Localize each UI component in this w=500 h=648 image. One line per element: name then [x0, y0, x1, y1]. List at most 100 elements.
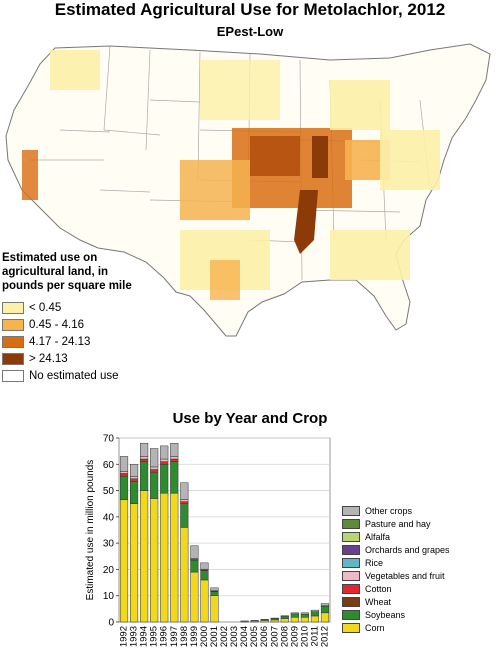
- bar-segment-other-crops: [130, 464, 139, 477]
- y-tick-label: 30: [103, 539, 115, 550]
- bar-segment-vegetables-and-fruit: [119, 471, 129, 474]
- crop-legend-swatch: [342, 583, 360, 594]
- region-southeast: [330, 230, 410, 280]
- y-tick-label: 10: [103, 591, 115, 602]
- x-tick-label: 2004: [239, 626, 250, 647]
- map-legend-title-line: Estimated use on: [2, 252, 98, 264]
- x-tick-label: 1999: [189, 626, 200, 647]
- map-legend-item: > 24.13: [2, 350, 152, 367]
- bar-segment-other-crops: [280, 615, 289, 617]
- bar-segment-soybeans: [290, 613, 299, 618]
- bar-segment-corn: [140, 490, 149, 623]
- main-subtitle: EPest-Low: [216, 24, 284, 39]
- bar-segment-soybeans: [300, 613, 309, 618]
- bar-segment-soybeans: [210, 591, 219, 596]
- x-tick-label: 1993: [129, 626, 140, 647]
- bar-segment-soybeans: [180, 503, 189, 528]
- bar-segment-other-crops: [210, 587, 219, 591]
- crop-legend-label: Alfalfa: [365, 531, 391, 542]
- region-illinois-peak: [312, 136, 328, 178]
- crop-legend-label: Pasture and hay: [365, 518, 431, 529]
- crop-legend-swatch: [342, 622, 360, 633]
- crop-legend-item: Corn: [342, 621, 497, 634]
- bar-segment-vegetables-and-fruit: [160, 458, 169, 462]
- bar-segment-soybeans: [130, 481, 139, 504]
- crop-legend-swatch: [342, 557, 360, 568]
- bar-segment-other-crops: [160, 445, 169, 460]
- bar-segment-corn: [270, 619, 279, 623]
- x-tick-label: 1998: [179, 626, 190, 647]
- bar-segment-other-crops: [140, 443, 149, 457]
- region-high-use-iowa: [250, 136, 300, 176]
- crop-legend-item: Other crops: [342, 504, 497, 517]
- bar-segment-soybeans: [250, 620, 259, 622]
- x-tick-label: 1992: [119, 626, 130, 647]
- map-legend-title-line: agricultural land, in: [2, 266, 109, 278]
- bar-segment-vegetables-and-fruit: [150, 466, 159, 470]
- x-tick-label: 1995: [149, 626, 160, 647]
- legend-swatch: [2, 369, 24, 382]
- y-tick-label: 50: [103, 486, 115, 497]
- x-tick-label: 2011: [309, 626, 320, 646]
- crop-legend-swatch: [342, 544, 360, 555]
- legend-label: 4.17 - 24.13: [29, 335, 91, 348]
- chart-bars: [119, 443, 330, 623]
- x-tick-label: 1994: [139, 626, 150, 647]
- x-tick-label: 2005: [249, 626, 260, 647]
- bar-segment-vegetables-and-fruit: [140, 456, 149, 460]
- region-northwest: [50, 50, 100, 90]
- crop-legend-item: Pasture and hay: [342, 517, 497, 530]
- bar-segment-other-crops: [180, 482, 189, 500]
- crop-legend-label: Corn: [365, 622, 385, 633]
- bar-segment-corn: [170, 492, 179, 623]
- bar-segment-cotton: [140, 458, 149, 462]
- bar-segment-corn: [290, 617, 299, 623]
- region-great-lakes: [330, 80, 390, 130]
- crop-legend-label: Soybeans: [365, 609, 406, 620]
- bar-segment-cotton: [170, 458, 179, 462]
- map-legend-items: < 0.45 0.45 - 4.16 4.17 - 24.13 > 24.13 …: [2, 299, 152, 384]
- crop-legend-label: Other crops: [365, 505, 413, 516]
- bar-segment-soybeans: [119, 475, 129, 501]
- legend-swatch: [2, 301, 24, 314]
- bar-segment-soybeans: [200, 570, 209, 581]
- crop-legend-label: Rice: [365, 557, 384, 568]
- bar-segment-other-crops: [290, 612, 299, 615]
- bar-segment-other-crops: [310, 609, 319, 612]
- bar-segment-cotton: [180, 501, 189, 504]
- bar-segment-soybeans: [140, 461, 149, 491]
- y-tick-label: 0: [108, 618, 114, 629]
- crop-legend-swatch: [342, 570, 360, 581]
- x-tick-label: 2008: [279, 626, 290, 647]
- legend-swatch: [2, 352, 24, 365]
- legend-label: > 24.13: [29, 352, 68, 365]
- region-mississippi-delta: [294, 190, 318, 254]
- y-tick-label: 70: [103, 434, 115, 445]
- crop-legend-item: Vegetables and fruit: [342, 569, 497, 582]
- region-california: [22, 150, 38, 200]
- bar-segment-other-crops: [119, 456, 129, 472]
- bar-segment-corn: [280, 618, 289, 623]
- x-tick-label: 2003: [229, 626, 240, 647]
- x-tick-label: 2000: [199, 626, 210, 647]
- crop-legend-label: Vegetables and fruit: [365, 570, 445, 581]
- legend-swatch: [2, 335, 24, 348]
- bar-segment-corn: [119, 499, 129, 623]
- bar-segment-soybeans: [170, 461, 179, 494]
- map-legend-item: No estimated use: [2, 367, 152, 384]
- y-tick-label: 20: [103, 565, 115, 576]
- crop-legend-label: Cotton: [365, 583, 392, 594]
- bar-segment-cotton: [119, 473, 129, 477]
- bar-segment-soybeans: [280, 615, 289, 619]
- crop-legend-swatch: [342, 596, 360, 607]
- legend-label: 0.45 - 4.16: [29, 318, 84, 331]
- use-regions: [22, 50, 440, 300]
- bar-segment-corn: [300, 617, 309, 623]
- crop-legend: Other crops Pasture and hay Alfalfa Orchard…: [342, 504, 497, 634]
- bar-segment-vegetables-and-fruit: [170, 456, 179, 460]
- bar-segment-vegetables-and-fruit: [130, 476, 139, 479]
- main-title: Estimated Agricultural Use for Metolachl…: [54, 0, 446, 19]
- bar-segment-corn: [160, 492, 169, 623]
- region-texas-south: [210, 260, 240, 300]
